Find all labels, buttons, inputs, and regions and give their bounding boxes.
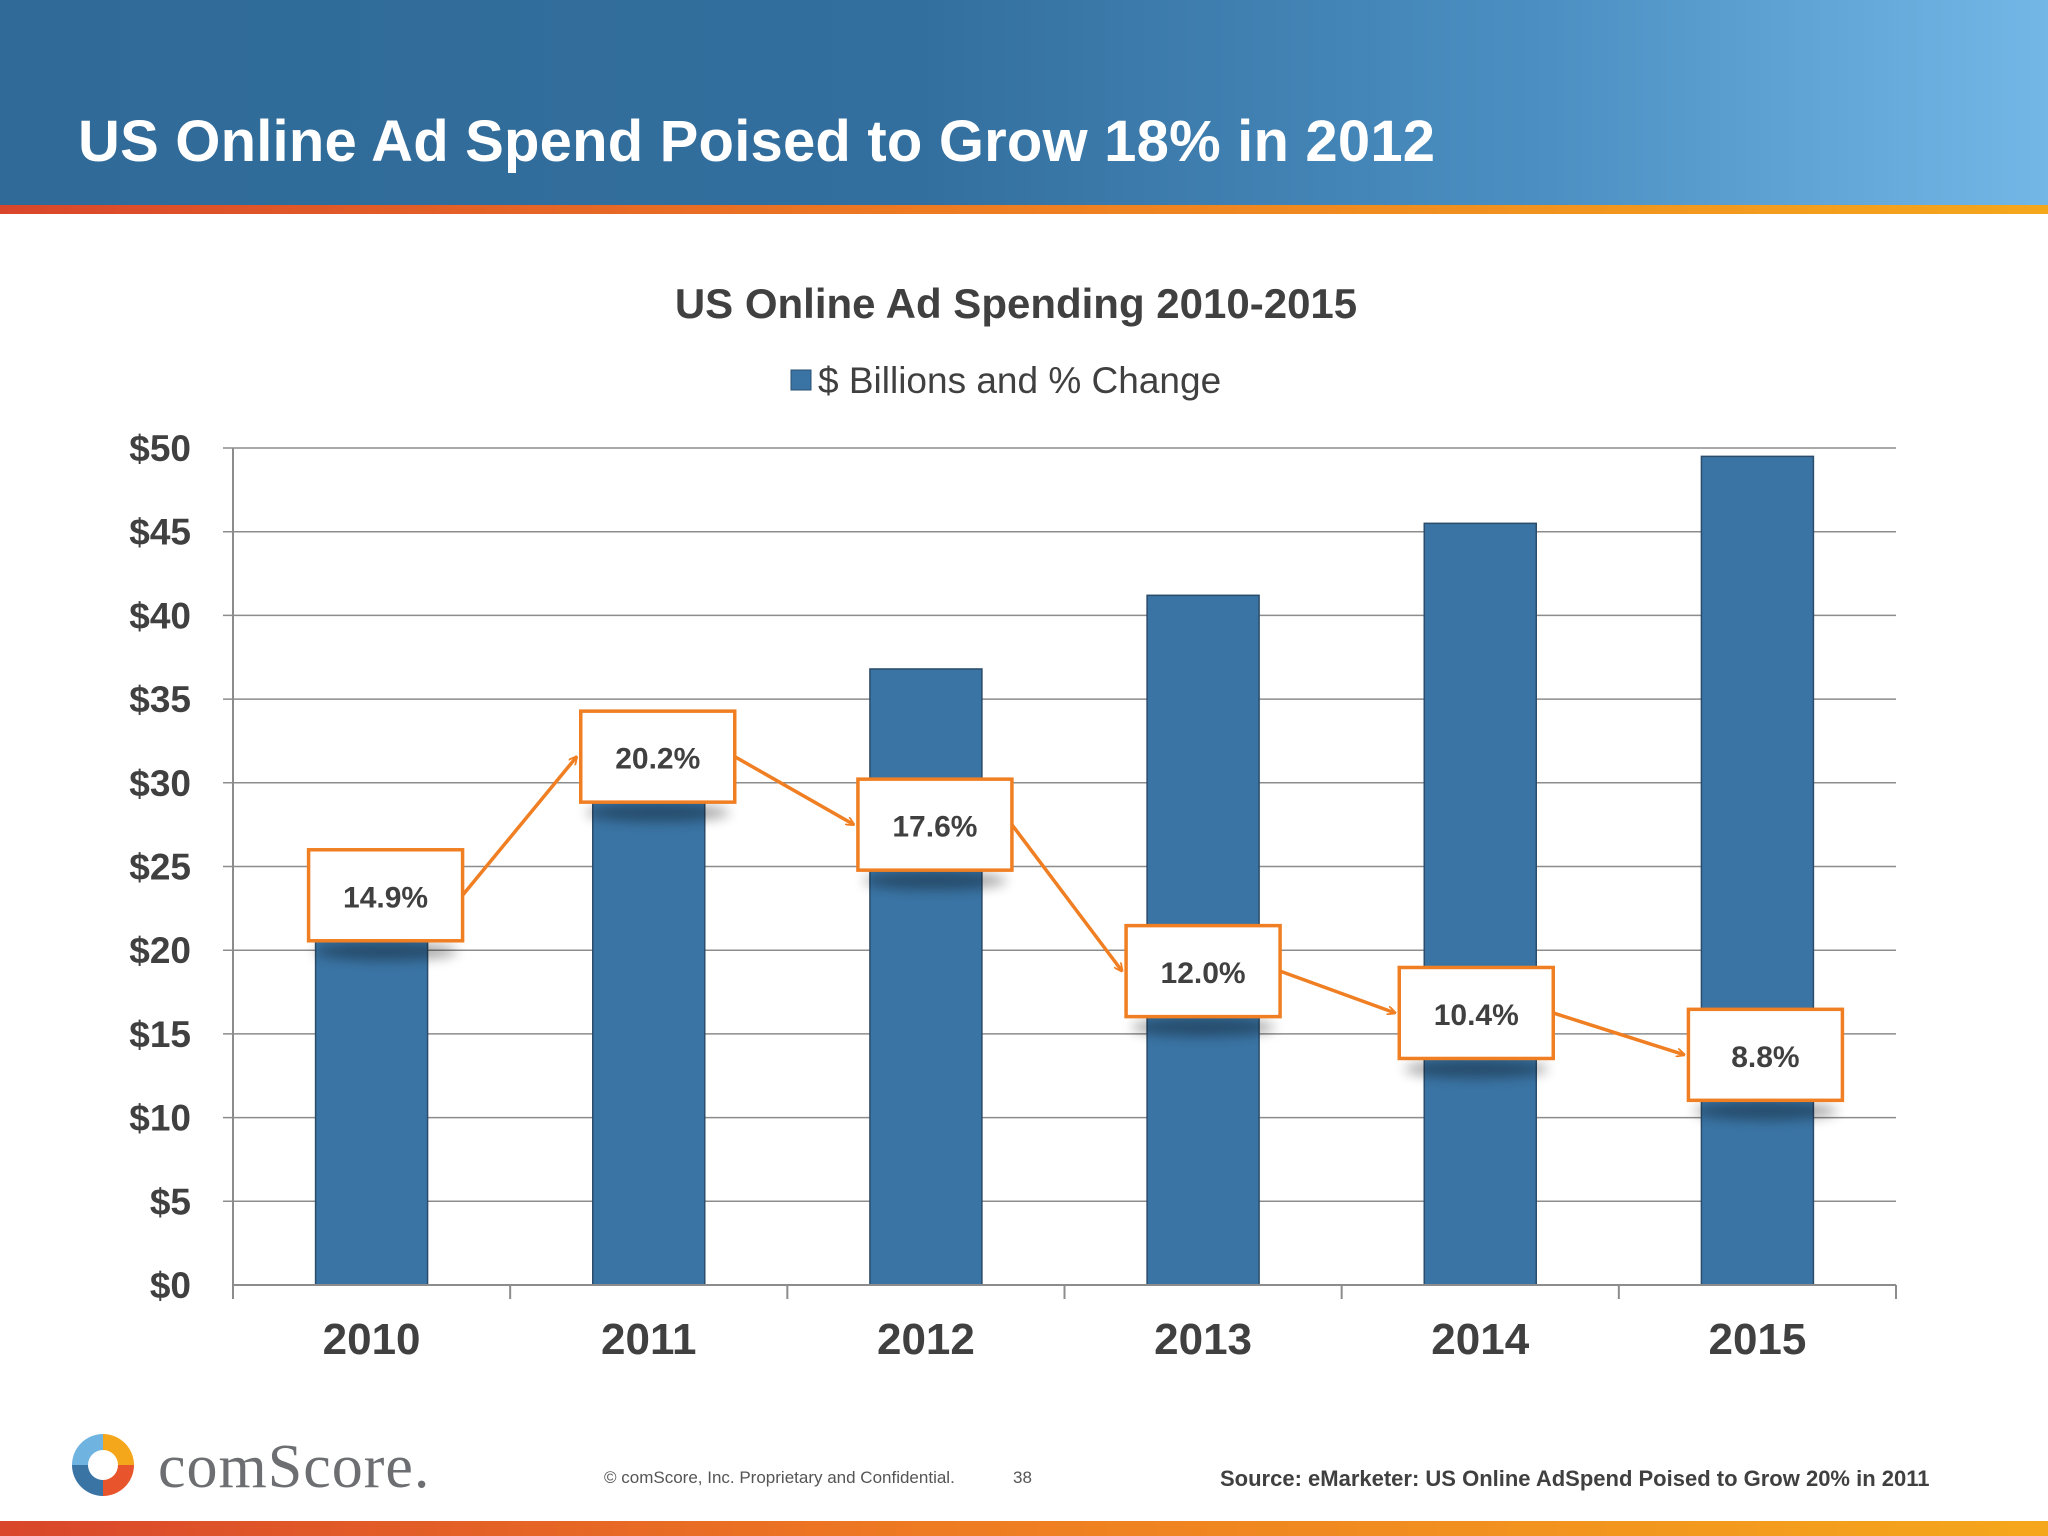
y-tick-label: $50 [129, 428, 191, 469]
trend-arrow [461, 757, 577, 897]
ad-spending-chart: US Online Ad Spending 2010-2015 $ Billio… [129, 280, 1897, 1364]
x-tick-label: 2011 [601, 1315, 696, 1364]
bars [314, 455, 1815, 1286]
pct-change-label: 17.6% [892, 811, 977, 844]
comscore-logo-icon [72, 1434, 134, 1496]
trend-arrow [733, 755, 854, 827]
source-citation: Source: eMarketer: US Online AdSpend Poi… [1220, 1466, 1930, 1491]
comscore-logo-text: comScore. [158, 1433, 431, 1501]
y-tick-label: $0 [150, 1265, 191, 1306]
pct-change-label: 8.8% [1731, 1041, 1799, 1074]
pct-change-box [579, 709, 737, 804]
pct-change-box [1397, 965, 1555, 1061]
y-tick-label: $30 [129, 763, 191, 804]
x-tick-label: 2010 [323, 1315, 421, 1364]
pct-change-box [856, 777, 1014, 872]
pct-change-box [306, 848, 465, 943]
x-tick-label: 2013 [1154, 1315, 1252, 1364]
bar [592, 760, 706, 1286]
x-tick-label: 2015 [1708, 1315, 1806, 1364]
pct-change-label: 20.2% [615, 743, 700, 776]
y-tick-label: $35 [129, 679, 191, 720]
footer-accent-stripe [0, 1521, 2048, 1536]
pct-change-label: 12.0% [1161, 957, 1246, 990]
pct-change-label: 14.9% [343, 881, 428, 914]
y-tick-label: $40 [129, 595, 191, 636]
y-tick-label: $25 [129, 847, 191, 888]
y-tick-label: $5 [150, 1181, 191, 1222]
pct-change-box [1686, 1007, 1845, 1103]
copyright-text: © comScore, Inc. Proprietary and Confide… [604, 1468, 955, 1487]
annotation-shadow [1131, 1018, 1276, 1037]
annotation-shadow [585, 803, 730, 822]
x-tick-label: 2014 [1431, 1315, 1529, 1364]
page-number: 38 [1013, 1468, 1032, 1487]
header-accent-stripe [0, 205, 2048, 214]
axes [232, 448, 1897, 1299]
annotation-shadow [862, 871, 1007, 890]
bar [869, 668, 983, 1286]
y-tick-label: $15 [129, 1014, 191, 1055]
trend-arrow [1552, 1011, 1684, 1055]
annotation-shadow [313, 942, 458, 961]
y-tick-label: $20 [129, 930, 191, 971]
pct-change-annotations: 14.9% 20.2% 17.6% 12.0% 10.4% 8.8% [306, 709, 1845, 1120]
annotation-shadow [1404, 1059, 1549, 1078]
bar [1423, 522, 1537, 1286]
y-tick-label: $10 [129, 1098, 191, 1139]
bar [1700, 455, 1815, 1286]
x-axis-ticks: 2010 2011 2012 2013 2014 2015 [323, 1315, 1807, 1364]
slide-title: US Online Ad Spend Poised to Grow 18% in… [78, 109, 1436, 174]
trend-arrow [1010, 823, 1122, 971]
gridlines [223, 447, 1896, 1203]
trend-arrow [1279, 969, 1395, 1013]
pct-change-label: 10.4% [1434, 999, 1519, 1032]
header-band [0, 0, 2048, 205]
annotation-shadow [1693, 1101, 1838, 1120]
legend-swatch [790, 369, 812, 391]
chart-title: US Online Ad Spending 2010-2015 [675, 280, 1357, 327]
y-tick-label: $45 [129, 512, 191, 553]
y-axis-ticks: $0 $5 $10 $15 $20 $25 $30 $35 $40 $45 $50 [129, 428, 191, 1306]
legend-label: $ Billions and % Change [818, 360, 1221, 401]
x-tick-label: 2012 [877, 1315, 975, 1364]
pct-change-box [1124, 923, 1282, 1019]
